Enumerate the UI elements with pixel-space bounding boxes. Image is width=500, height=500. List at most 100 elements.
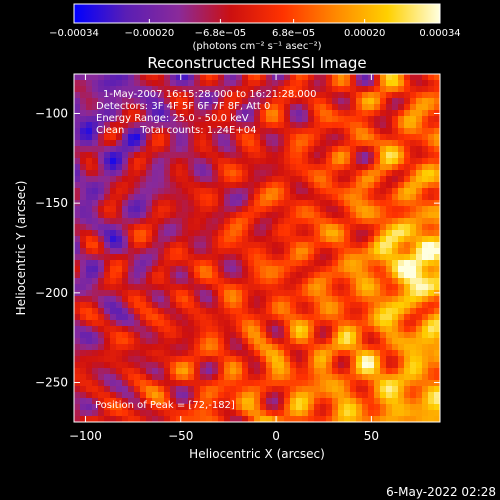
- heatmap-cell: [326, 164, 333, 171]
- heatmap-cell: [248, 242, 255, 249]
- heatmap-cell: [248, 200, 255, 207]
- heatmap-cell: [194, 110, 201, 117]
- heatmap-cell: [200, 272, 207, 279]
- heatmap-cell: [236, 272, 243, 279]
- heatmap-cell: [374, 194, 381, 201]
- heatmap-cell: [266, 98, 273, 105]
- heatmap-cell: [410, 326, 417, 333]
- heatmap-cell: [332, 332, 339, 339]
- heatmap-cell: [398, 170, 405, 177]
- heatmap-cell: [134, 218, 141, 225]
- heatmap-cell: [308, 176, 315, 183]
- heatmap-cell: [188, 368, 195, 375]
- heatmap-cell: [248, 218, 255, 225]
- heatmap-cell: [266, 284, 273, 291]
- heatmap-cell: [344, 320, 351, 327]
- heatmap-cell: [98, 368, 105, 375]
- heatmap-cell: [302, 362, 309, 369]
- heatmap-cell: [212, 152, 219, 159]
- heatmap-cell: [128, 224, 135, 231]
- heatmap-cell: [164, 404, 171, 411]
- heatmap-cell: [326, 320, 333, 327]
- heatmap-cell: [164, 272, 171, 279]
- heatmap-cell: [188, 398, 195, 405]
- heatmap-cell: [122, 296, 129, 303]
- heatmap-cell: [392, 410, 399, 417]
- heatmap-cell: [284, 350, 291, 357]
- heatmap-cell: [236, 392, 243, 399]
- heatmap-cell: [80, 362, 87, 369]
- heatmap-cell: [122, 398, 129, 405]
- heatmap-cell: [344, 368, 351, 375]
- heatmap-cell: [116, 92, 123, 99]
- heatmap-cell: [182, 272, 189, 279]
- heatmap-cell: [404, 278, 411, 285]
- heatmap-cell: [152, 164, 159, 171]
- heatmap-cell: [140, 362, 147, 369]
- heatmap-cell: [212, 140, 219, 147]
- heatmap-cell: [434, 122, 441, 129]
- heatmap-cell: [128, 206, 135, 213]
- heatmap-cell: [140, 98, 147, 105]
- heatmap-cell: [308, 410, 315, 417]
- heatmap-cell: [230, 320, 237, 327]
- heatmap-cell: [248, 308, 255, 315]
- heatmap-cell: [398, 362, 405, 369]
- heatmap-cell: [110, 86, 117, 93]
- heatmap-cell: [254, 302, 261, 309]
- heatmap-cell: [206, 236, 213, 243]
- heatmap-cell: [362, 368, 369, 375]
- heatmap-cell: [350, 242, 357, 249]
- heatmap-cell: [146, 140, 153, 147]
- heatmap-cell: [248, 302, 255, 309]
- heatmap-cell: [362, 278, 369, 285]
- heatmap-cell: [404, 380, 411, 387]
- heatmap-cell: [254, 368, 261, 375]
- heatmap-cell: [320, 212, 327, 219]
- heatmap-cell: [404, 236, 411, 243]
- heatmap-cell: [272, 320, 279, 327]
- heatmap-cell: [224, 188, 231, 195]
- heatmap-cell: [386, 140, 393, 147]
- heatmap-cell: [200, 224, 207, 231]
- heatmap-cell: [260, 80, 267, 87]
- heatmap-cell: [368, 404, 375, 411]
- heatmap-cell: [176, 218, 183, 225]
- heatmap-cell: [254, 404, 261, 411]
- heatmap-cell: [254, 152, 261, 159]
- heatmap-cell: [122, 392, 129, 399]
- heatmap-cell: [140, 224, 147, 231]
- heatmap-cell: [218, 248, 225, 255]
- heatmap-cell: [230, 194, 237, 201]
- heatmap-cell: [314, 74, 321, 81]
- heatmap-cell: [344, 338, 351, 345]
- heatmap-cell: [224, 278, 231, 285]
- heatmap-cell: [188, 98, 195, 105]
- heatmap-cell: [110, 98, 117, 105]
- heatmap-cell: [182, 338, 189, 345]
- heatmap-cell: [206, 290, 213, 297]
- heatmap-cell: [272, 86, 279, 93]
- heatmap-cell: [290, 404, 297, 411]
- heatmap-cell: [284, 368, 291, 375]
- heatmap-cell: [434, 326, 441, 333]
- heatmap-cell: [212, 194, 219, 201]
- heatmap-cell: [398, 284, 405, 291]
- heatmap-cell: [410, 146, 417, 153]
- heatmap-cell: [200, 74, 207, 81]
- heatmap-cell: [380, 416, 387, 423]
- heatmap-cell: [308, 218, 315, 225]
- heatmap-cell: [386, 176, 393, 183]
- heatmap-cell: [140, 146, 147, 153]
- heatmap-cell: [428, 242, 435, 249]
- heatmap-cell: [206, 170, 213, 177]
- heatmap-cell: [380, 176, 387, 183]
- heatmap-cell: [380, 80, 387, 87]
- heatmap-cell: [404, 212, 411, 219]
- heatmap-cell: [272, 182, 279, 189]
- heatmap-cell: [176, 338, 183, 345]
- heatmap-cell: [290, 332, 297, 339]
- heatmap-cell: [290, 146, 297, 153]
- heatmap-cell: [86, 404, 93, 411]
- heatmap-cell: [188, 332, 195, 339]
